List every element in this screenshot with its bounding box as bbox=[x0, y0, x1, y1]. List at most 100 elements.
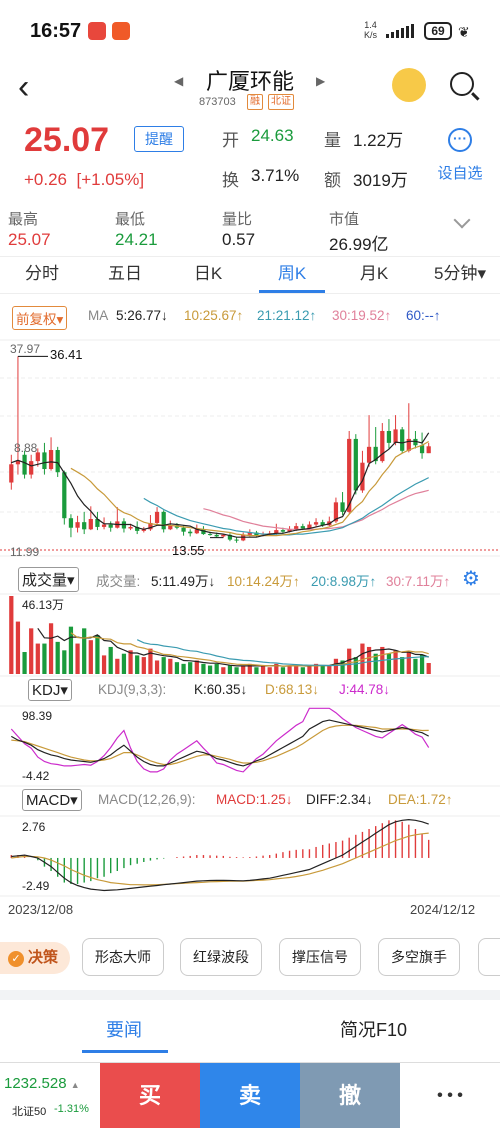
volume-bar bbox=[227, 665, 233, 674]
volume-bar bbox=[360, 643, 365, 674]
tool-pattern-master[interactable]: 形态大师 bbox=[82, 938, 164, 976]
candle-body bbox=[234, 539, 239, 541]
volume-bar bbox=[62, 650, 67, 674]
tab-weekly-k[interactable]: 周K bbox=[259, 257, 325, 293]
volume-bar bbox=[22, 652, 27, 674]
candle-body bbox=[101, 524, 107, 527]
remind-button[interactable]: 提醒 bbox=[134, 126, 184, 152]
candle-body bbox=[353, 438, 358, 491]
volume-bar bbox=[406, 652, 411, 674]
next-stock-icon[interactable]: ▶ bbox=[316, 74, 326, 88]
volume-bar bbox=[313, 663, 319, 674]
more-dots-icon: ··· bbox=[448, 128, 472, 152]
volume-bar bbox=[55, 641, 60, 674]
volume-bar bbox=[214, 663, 219, 674]
volume-bar bbox=[148, 648, 153, 674]
battery-icon: 69 bbox=[424, 22, 452, 40]
tab-5min[interactable]: 5分钟▾ bbox=[434, 264, 486, 283]
volume-bar bbox=[168, 658, 173, 674]
candle-body bbox=[287, 529, 292, 532]
add-self-select-button[interactable]: ··· 设自选 bbox=[436, 128, 484, 183]
volume-bar bbox=[274, 663, 279, 674]
volume-bar bbox=[95, 635, 100, 674]
kdj-params: KDJ(9,3,3): bbox=[98, 682, 167, 697]
more-menu-button[interactable]: • • • bbox=[437, 1087, 463, 1104]
settings-gear-icon[interactable]: ⚙ bbox=[462, 568, 480, 590]
decision-button[interactable]: ✓ 决策 bbox=[0, 942, 70, 974]
status-bar: 16:57 1.4 K/s 69 ❦ bbox=[0, 0, 500, 60]
tool-support-signal[interactable]: 撑压信号 bbox=[279, 938, 361, 976]
net-speed: 1.4 K/s bbox=[364, 20, 378, 40]
volume-bar bbox=[15, 621, 21, 674]
adjust-select[interactable]: 前复权▾ bbox=[12, 306, 68, 330]
buy-button[interactable]: 买 bbox=[100, 1063, 200, 1128]
prev-stock-icon[interactable]: ◀ bbox=[174, 74, 184, 88]
volume-bar bbox=[300, 667, 305, 674]
high-value: 25.07 bbox=[8, 230, 51, 249]
amount-label: 额 bbox=[324, 171, 341, 190]
candle-body bbox=[386, 430, 392, 443]
kline-mid-label: 8.88 bbox=[14, 441, 38, 455]
volume-bar bbox=[340, 660, 345, 674]
cancel-order-button[interactable]: 撤 bbox=[300, 1063, 400, 1128]
candle-body bbox=[406, 438, 411, 451]
kdj-indicator-select[interactable]: KDJ▾ bbox=[28, 679, 72, 701]
tab-daily-k[interactable]: 日K bbox=[193, 264, 223, 283]
macd-indicator-select[interactable]: MACD▾ bbox=[22, 789, 82, 811]
price-change: +0.26 [+1.05%] bbox=[24, 170, 145, 189]
tab-news[interactable]: 要闻 bbox=[106, 1020, 142, 1040]
tab-profile-f10[interactable]: 简况F10 bbox=[340, 1020, 408, 1040]
decision-label: 决策 bbox=[28, 949, 59, 966]
tool-red-green-band[interactable]: 红绿波段 bbox=[180, 938, 262, 976]
turnover-value: 3.71% bbox=[251, 166, 300, 185]
volume-bar bbox=[386, 653, 392, 674]
tab-five-day[interactable]: 五日 bbox=[108, 264, 142, 283]
kline-chart[interactable]: 37.97 36.41 8.88 13.55 11.99 46.13万 98.3… bbox=[0, 0, 500, 900]
candle-body bbox=[154, 511, 160, 523]
tab-monthly-k[interactable]: 月K bbox=[359, 264, 389, 283]
vol10-value: 10:14.24万↑ bbox=[227, 574, 300, 589]
open-value: 24.63 bbox=[251, 126, 294, 145]
volume-bar bbox=[108, 646, 113, 674]
status-time: 16:57 bbox=[30, 20, 82, 42]
volume-label: 量 bbox=[324, 131, 341, 150]
volume-bar bbox=[287, 665, 292, 674]
self-select-label: 设自选 bbox=[437, 165, 483, 182]
volume-bar bbox=[320, 665, 325, 674]
volume-indicator-select[interactable]: 成交量▾ bbox=[18, 567, 79, 592]
ma-label: MA bbox=[88, 308, 109, 323]
ma21-value: 21:21.12↑ bbox=[257, 308, 317, 323]
kdj-k-value: K:60.35↓ bbox=[194, 682, 248, 697]
decision-check-icon: ✓ bbox=[8, 951, 24, 967]
kdj-j-value: J:44.78↓ bbox=[339, 682, 391, 697]
volume-bar bbox=[241, 665, 246, 674]
search-icon[interactable] bbox=[450, 72, 474, 96]
exchange-tag: 北证 bbox=[268, 94, 294, 110]
index-value[interactable]: 1232.528 ▲ bbox=[4, 1075, 80, 1092]
candle-body bbox=[207, 534, 213, 536]
candle-body bbox=[35, 452, 40, 462]
end-date: 2024/12/12 bbox=[410, 902, 476, 917]
kdj-top-label: 98.39 bbox=[22, 709, 52, 723]
turnover-label: 换 bbox=[222, 171, 239, 190]
candle-body bbox=[68, 518, 74, 528]
tool-long-short-flag[interactable]: 多空旗手 bbox=[378, 938, 460, 976]
tab-intraday[interactable]: 分时 bbox=[25, 264, 59, 283]
candle-body bbox=[108, 524, 113, 528]
volume-bar bbox=[161, 657, 166, 674]
volume-ratio-label: 量比 bbox=[222, 211, 253, 228]
tool-more[interactable] bbox=[478, 938, 500, 976]
mascot-icon[interactable] bbox=[392, 68, 426, 102]
candle-body bbox=[62, 472, 67, 519]
dea-value: DEA:1.72↑ bbox=[388, 792, 453, 807]
ma10-value: 10:25.67↑ bbox=[184, 308, 244, 323]
volume-bar bbox=[333, 658, 339, 674]
news-tabs: 要闻 简况F10 bbox=[0, 1000, 500, 1056]
volume-bar bbox=[82, 628, 87, 674]
candle-body bbox=[88, 518, 93, 530]
kline-bottom-label: 11.99 bbox=[10, 545, 39, 559]
sell-button[interactable]: 卖 bbox=[200, 1063, 300, 1128]
candle-body bbox=[274, 530, 279, 534]
back-icon[interactable]: ‹ bbox=[18, 68, 30, 106]
tool-bar: ✓ 决策 形态大师 红绿波段 撑压信号 多空旗手 bbox=[0, 938, 500, 978]
